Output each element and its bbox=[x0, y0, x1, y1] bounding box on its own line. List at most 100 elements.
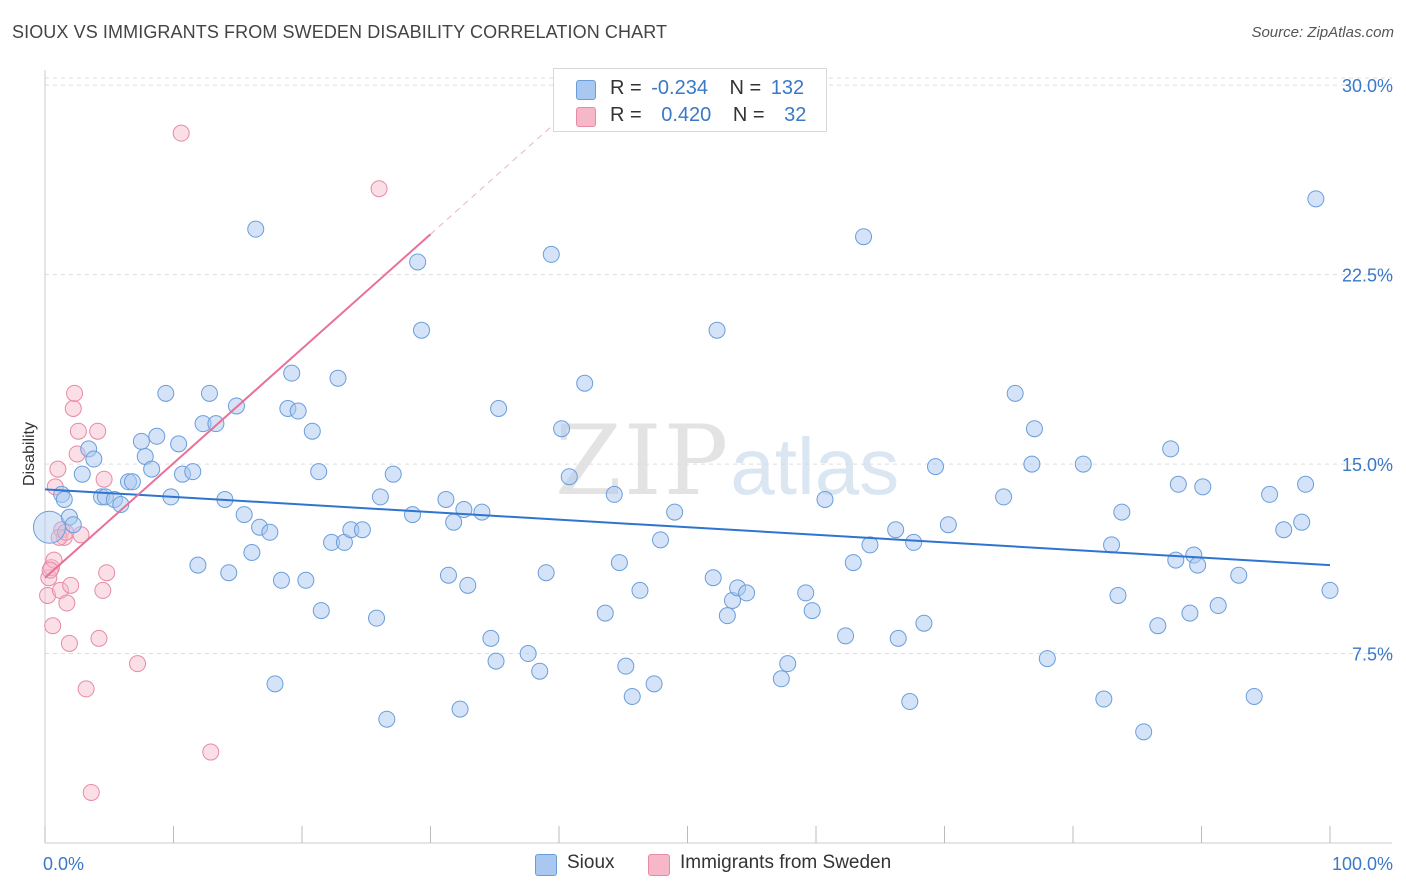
legend-r-label: R = bbox=[610, 77, 642, 99]
sioux-point bbox=[738, 584, 756, 602]
sioux-point bbox=[283, 364, 301, 382]
sioux-point bbox=[289, 402, 307, 420]
legend-swatch-sioux bbox=[576, 80, 596, 100]
sioux-point bbox=[1307, 190, 1325, 208]
sweden-point bbox=[60, 634, 78, 652]
sweden-point bbox=[370, 180, 388, 198]
sioux-point bbox=[368, 609, 386, 627]
sioux-point bbox=[610, 554, 628, 572]
sioux-point bbox=[143, 460, 161, 478]
sioux-point bbox=[519, 645, 537, 663]
sweden-point bbox=[39, 586, 57, 604]
legend-n-value: 32 bbox=[784, 104, 807, 126]
y-tick-label: 7.5% bbox=[1352, 645, 1393, 665]
sioux-point bbox=[378, 710, 396, 728]
sioux-point bbox=[1149, 617, 1167, 635]
sweden-point bbox=[69, 422, 87, 440]
sioux-point bbox=[487, 652, 505, 670]
sioux-point bbox=[220, 564, 238, 582]
sioux-point bbox=[889, 629, 907, 647]
series-label-sioux: Sioux bbox=[567, 852, 615, 873]
sweden-point bbox=[45, 551, 63, 569]
legend-stats-sioux: R = -0.234 N = 132 bbox=[610, 77, 850, 100]
sioux-point bbox=[1025, 420, 1043, 438]
sioux-point bbox=[1275, 521, 1293, 539]
sioux-point bbox=[1321, 581, 1339, 599]
sioux-point bbox=[266, 675, 284, 693]
chart-title: SIOUX VS IMMIGRANTS FROM SWEDEN DISABILI… bbox=[12, 22, 668, 42]
sioux-point bbox=[652, 531, 670, 549]
legend-stats-sweden: R = 0.420 N = 32 bbox=[610, 104, 850, 127]
sioux-point bbox=[482, 629, 500, 647]
sioux-point bbox=[404, 506, 422, 524]
sweden-point bbox=[66, 384, 84, 402]
sioux-point bbox=[666, 503, 684, 521]
sweden-point bbox=[41, 561, 59, 579]
sioux-point bbox=[413, 321, 431, 339]
sioux-point bbox=[55, 490, 73, 508]
sioux-point bbox=[439, 566, 457, 584]
sioux-point bbox=[200, 384, 218, 402]
y-tick-label: 30.0% bbox=[1342, 76, 1393, 96]
sioux-point bbox=[490, 400, 508, 418]
sioux-point bbox=[995, 488, 1013, 506]
sioux-point bbox=[1109, 586, 1127, 604]
sioux-point bbox=[1261, 485, 1279, 503]
sioux-point-cluster bbox=[32, 510, 66, 544]
sweden-trend-line bbox=[44, 233, 432, 579]
sioux-point bbox=[1181, 604, 1199, 622]
sioux-point bbox=[887, 521, 905, 539]
sioux-point bbox=[708, 321, 726, 339]
series-label-sweden: Immigrants from Sweden bbox=[680, 852, 892, 873]
sioux-point bbox=[1245, 687, 1263, 705]
sioux-point bbox=[1297, 475, 1315, 493]
sweden-point bbox=[44, 617, 62, 635]
y-axis-label: Disability bbox=[21, 422, 38, 487]
sioux-point bbox=[542, 245, 560, 263]
sioux-point bbox=[272, 571, 290, 589]
sioux-point bbox=[779, 655, 797, 673]
legend-swatch-sweden bbox=[576, 107, 596, 127]
sioux-point bbox=[605, 485, 623, 503]
zipatlas-watermark: ZIPatlas bbox=[555, 405, 899, 517]
sioux-point bbox=[596, 604, 614, 622]
tick-labels: 7.5% 15.0% 22.5% 30.0% 0.0% 100.0% bbox=[43, 76, 1393, 874]
sioux-point bbox=[645, 675, 663, 693]
sioux-point bbox=[148, 427, 166, 445]
sioux-point bbox=[353, 521, 371, 539]
sioux-point bbox=[901, 693, 919, 711]
sioux-point bbox=[1209, 597, 1227, 615]
sioux-point bbox=[1293, 513, 1311, 531]
source-note: Source: ZipAtlas.com bbox=[1251, 24, 1394, 41]
sioux-point bbox=[844, 554, 862, 572]
sioux-point bbox=[816, 490, 834, 508]
sioux-trend-line bbox=[44, 488, 1331, 567]
sioux-point bbox=[1023, 455, 1041, 473]
sioux-point bbox=[459, 576, 477, 594]
sioux-point bbox=[1074, 455, 1092, 473]
legend-r-label: R = bbox=[610, 104, 642, 126]
sioux-point bbox=[123, 473, 141, 491]
sioux-point bbox=[939, 516, 957, 534]
sioux-point bbox=[576, 374, 594, 392]
sioux-point bbox=[560, 468, 578, 486]
sioux-point bbox=[64, 516, 82, 534]
sioux-point bbox=[132, 432, 150, 450]
sioux-point bbox=[553, 420, 571, 438]
sweden-point bbox=[49, 460, 67, 478]
sioux-point bbox=[261, 523, 279, 541]
sweden-point bbox=[95, 470, 113, 488]
sioux-point bbox=[184, 463, 202, 481]
sioux-point bbox=[905, 533, 923, 551]
sioux-point bbox=[1230, 566, 1248, 584]
sioux-point bbox=[1169, 475, 1187, 493]
sioux-point bbox=[1006, 384, 1024, 402]
sioux-point bbox=[797, 584, 815, 602]
sweden-trend-extension bbox=[430, 113, 566, 235]
trend-lines bbox=[44, 113, 1331, 579]
sweden-point bbox=[94, 581, 112, 599]
sioux-point bbox=[371, 488, 389, 506]
sioux-point bbox=[189, 556, 207, 574]
x-tick-label-min: 0.0% bbox=[43, 854, 84, 874]
sioux-point bbox=[85, 450, 103, 468]
